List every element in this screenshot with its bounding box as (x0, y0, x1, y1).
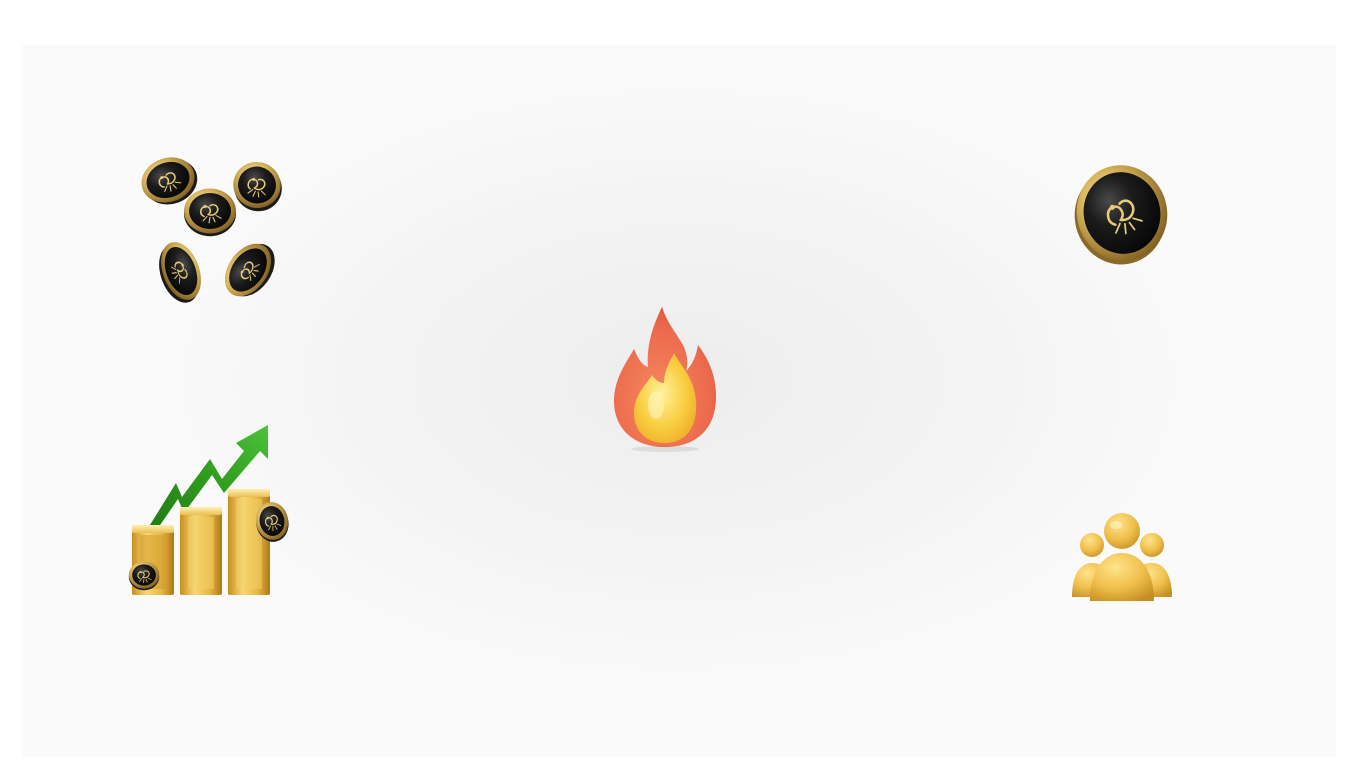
gold-bars-growth-arrow-icon (126, 421, 296, 601)
gold-bar-medium (180, 507, 222, 595)
scorpion-coin-icon (1072, 161, 1172, 265)
people-group-icon (1070, 511, 1174, 603)
fire-icon (612, 305, 718, 452)
scorpion-coins-cluster-icon (138, 149, 288, 303)
illustration-panel (22, 45, 1336, 757)
